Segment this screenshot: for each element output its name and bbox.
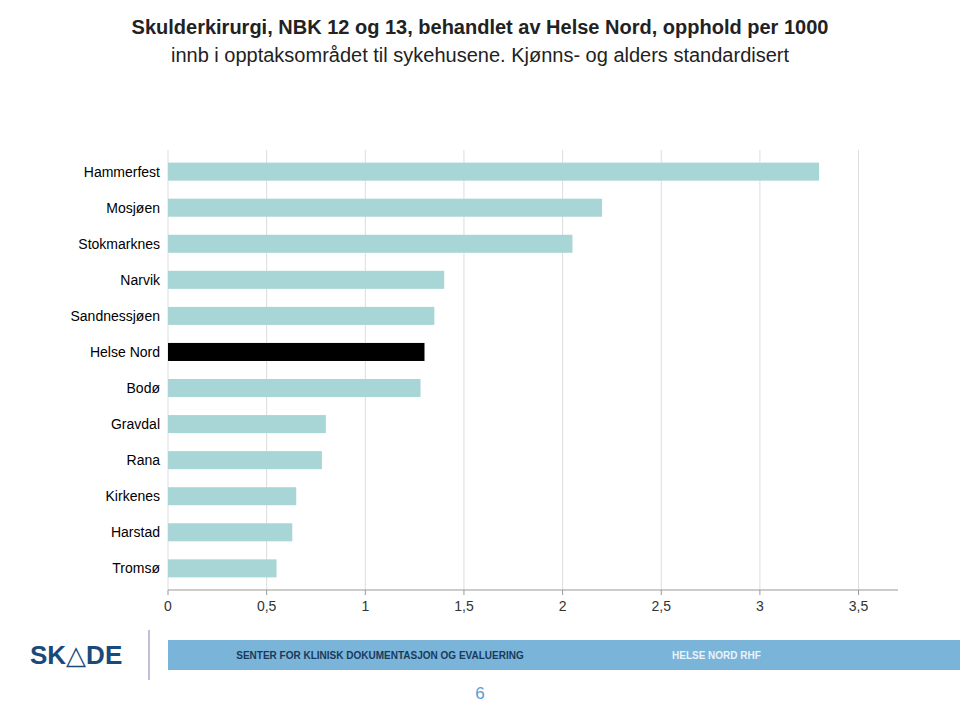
bar <box>168 307 434 325</box>
bar <box>168 235 572 253</box>
tick-mark <box>562 590 563 595</box>
tick-mark <box>759 590 760 595</box>
tick-label: 0,5 <box>257 598 277 614</box>
x-axis-line <box>168 590 898 591</box>
footer: SK△DE SENTER FOR KLINISK DOKUMENTASJON OG… <box>30 630 960 703</box>
tick-mark <box>266 590 267 595</box>
category-label: Narvik <box>120 272 161 288</box>
bars <box>168 163 819 578</box>
footer-right-text: HELSE NORD RHF <box>672 650 761 661</box>
tick-mark <box>168 590 169 595</box>
footer-left-text: SENTER FOR KLINISK DOKUMENTASJON OG EVAL… <box>236 650 524 661</box>
tick-mark <box>661 590 662 595</box>
tick-label: 3 <box>756 598 764 614</box>
bar <box>168 271 444 289</box>
category-label: Harstad <box>111 524 160 540</box>
category-label: Helse Nord <box>90 344 160 360</box>
chart: Skulderkirurgi, NBK 12 og 13, behandlet … <box>0 0 960 707</box>
grid-line <box>661 150 662 590</box>
category-label: Mosjøen <box>106 200 160 216</box>
bar <box>168 415 326 433</box>
bar <box>168 559 277 577</box>
bar <box>168 343 424 361</box>
grid-line <box>858 150 859 590</box>
tick-label: 1 <box>361 598 369 614</box>
y-axis: Hammerfest Mosjøen Stokmarknes Narvik Sandne… <box>70 164 161 577</box>
category-label: Bodø <box>127 380 161 396</box>
subtitle: innb i opptaksområdet til sykehusene. Kj… <box>171 44 790 66</box>
category-label: Tromsø <box>112 560 160 576</box>
bar <box>168 523 292 541</box>
category-label: Rana <box>127 452 161 468</box>
page-number: 6 <box>475 684 484 703</box>
category-label: Stokmarknes <box>78 236 160 252</box>
category-label: Gravdal <box>111 416 160 432</box>
bar <box>168 379 421 397</box>
bar <box>168 451 322 469</box>
grid-line <box>759 150 760 590</box>
tick-label: 1,5 <box>454 598 474 614</box>
x-axis: 0 0,5 1 1,5 2 2,5 3 3,5 <box>164 590 868 614</box>
tick-label: 3,5 <box>849 598 869 614</box>
tick-mark <box>858 590 859 595</box>
bar <box>168 163 819 181</box>
bar <box>168 199 602 217</box>
category-label: Kirkenes <box>106 488 160 504</box>
category-label: Hammerfest <box>84 164 160 180</box>
tick-mark <box>463 590 464 595</box>
logo: SK△DE <box>30 640 122 670</box>
bar <box>168 487 296 505</box>
tick-label: 2,5 <box>652 598 672 614</box>
footer-band <box>168 640 960 670</box>
footer-separator <box>148 630 150 680</box>
tick-mark <box>365 590 366 595</box>
title: Skulderkirurgi, NBK 12 og 13, behandlet … <box>132 16 829 38</box>
category-label: Sandnessjøen <box>70 308 160 324</box>
background <box>0 0 960 707</box>
grid <box>168 150 859 590</box>
tick-label: 2 <box>559 598 567 614</box>
tick-label: 0 <box>164 598 172 614</box>
